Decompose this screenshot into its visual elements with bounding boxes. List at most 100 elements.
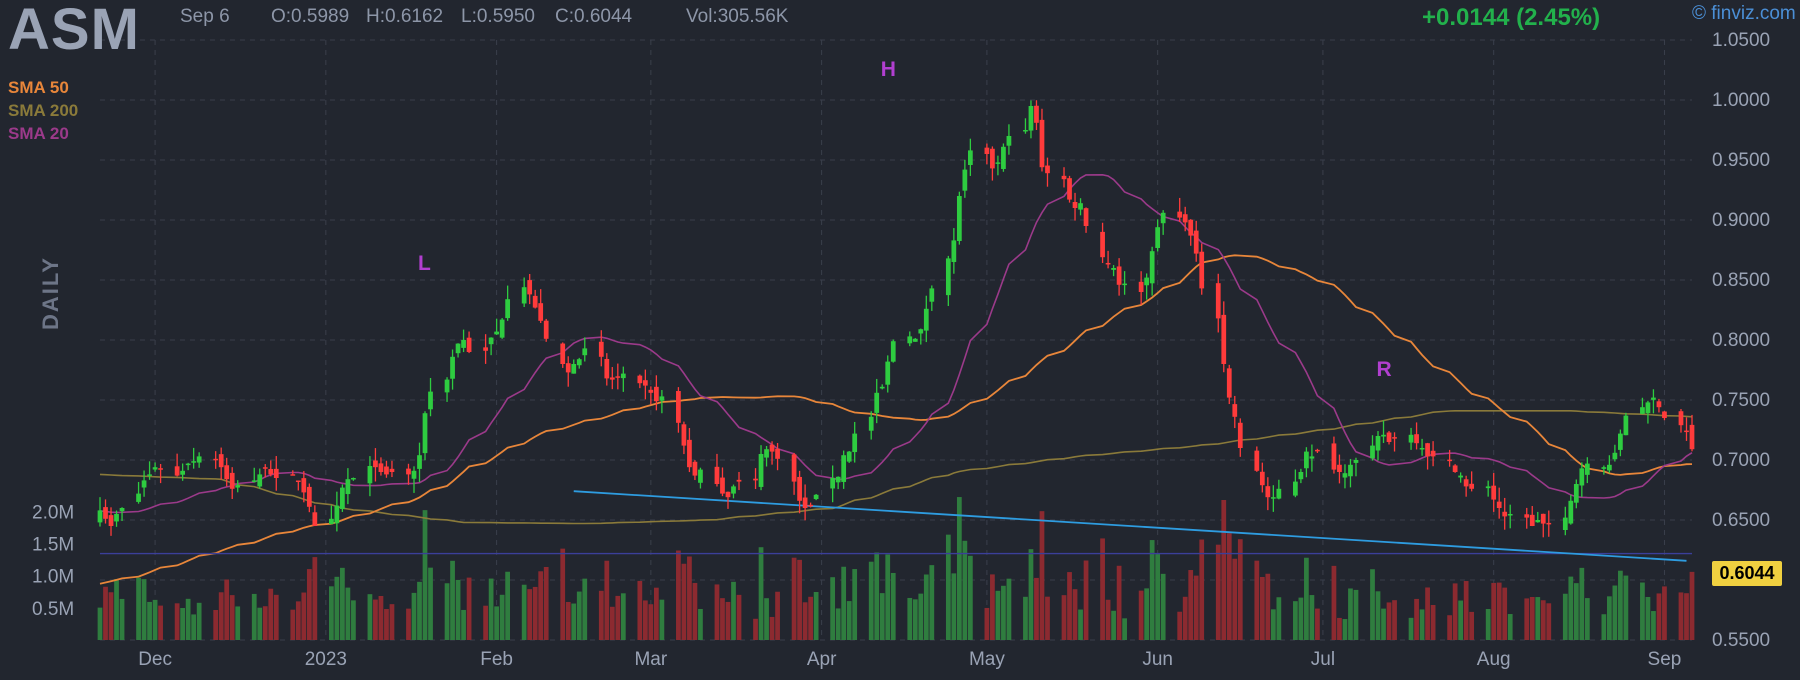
- candle-body: [609, 377, 615, 380]
- volume-bar: [1116, 565, 1122, 640]
- volume-bar: [1584, 598, 1590, 640]
- volume-bar: [648, 604, 654, 640]
- date-tick-label: May: [969, 649, 1005, 670]
- candle-body: [141, 480, 147, 488]
- volume-bar: [642, 600, 648, 640]
- candle-body: [185, 463, 191, 466]
- legend-sma200: SMA 200: [8, 101, 79, 120]
- volume-bar: [1469, 611, 1475, 640]
- candle-body: [1573, 484, 1579, 503]
- candle-body: [1105, 262, 1111, 265]
- candle-body: [224, 465, 230, 480]
- candle-body: [1331, 443, 1337, 470]
- volume-bar: [147, 601, 152, 640]
- date-tick-label: Mar: [634, 649, 667, 670]
- candle-body: [1237, 422, 1243, 448]
- candle-body: [345, 479, 351, 495]
- volume-bar: [268, 588, 274, 640]
- volume-bar: [1612, 585, 1618, 640]
- date-tick-label: Dec: [138, 649, 172, 670]
- volume-bar: [698, 608, 703, 640]
- date-tick-label: Sep: [1648, 649, 1682, 670]
- candle-body: [229, 472, 235, 489]
- volume-bar: [1524, 598, 1530, 640]
- price-tick-label: 0.8500: [1712, 270, 1770, 291]
- candle-body: [1562, 517, 1568, 531]
- candle-body: [1507, 514, 1513, 516]
- date-tick-label: Jul: [1311, 649, 1335, 670]
- candle-body: [1342, 473, 1348, 478]
- volume-bar: [340, 567, 345, 640]
- candle-body: [1045, 165, 1050, 174]
- candle-body: [1006, 136, 1012, 146]
- volume-bar: [1568, 576, 1574, 640]
- trendline: [573, 490, 1687, 562]
- volume-bar: [1237, 539, 1243, 640]
- volume-bar: [841, 566, 847, 640]
- volume-bar: [334, 576, 340, 640]
- volume-bar: [1199, 539, 1205, 640]
- volume-bar: [560, 548, 566, 640]
- volume-bar: [995, 590, 1001, 640]
- candle-body: [1155, 227, 1161, 248]
- volume-bar: [1309, 595, 1315, 640]
- candle-body: [306, 486, 312, 507]
- volume-bar: [499, 594, 505, 640]
- candle-body: [1193, 230, 1199, 254]
- volume-bar: [929, 565, 935, 640]
- volume-bar: [676, 550, 681, 640]
- candle-body: [1215, 283, 1221, 319]
- candle-body: [1149, 251, 1155, 284]
- candle-body: [1606, 464, 1612, 471]
- candle-body: [681, 424, 687, 446]
- candle-body: [1684, 430, 1689, 433]
- volume-bar: [923, 574, 929, 640]
- volume-bar: [879, 593, 885, 640]
- volume-bar: [367, 594, 373, 640]
- candle-body: [1612, 452, 1618, 460]
- volume-bar: [290, 609, 296, 640]
- volume-tick-label: 2.0M: [32, 502, 74, 523]
- finviz-credit[interactable]: © finviz.com: [1692, 3, 1796, 24]
- candle-body: [1083, 208, 1089, 226]
- candle-body: [1618, 433, 1623, 450]
- volume-bar: [1656, 593, 1662, 640]
- volume-bar: [1579, 567, 1585, 640]
- volume-bar: [1337, 617, 1342, 640]
- date-tick-label: Apr: [807, 649, 837, 670]
- volume-bar: [505, 571, 511, 640]
- volume-bar: [1651, 611, 1656, 640]
- candle-body: [918, 329, 924, 334]
- volume-bar: [532, 586, 538, 640]
- volume-bar: [1618, 570, 1623, 640]
- candle-body: [340, 487, 345, 509]
- volume-bar: [1100, 538, 1105, 640]
- candle-body: [312, 512, 318, 526]
- candle-body: [1640, 407, 1645, 414]
- candle-body: [1540, 513, 1546, 524]
- candle-body: [97, 510, 103, 523]
- volume-bar: [1540, 600, 1546, 640]
- sma200-path: [99, 410, 1693, 525]
- candle-body: [1348, 464, 1353, 477]
- price-tick-label: 0.6500: [1712, 510, 1770, 531]
- volume-bar: [1001, 585, 1006, 640]
- price-tick-label: 0.7500: [1712, 390, 1770, 411]
- candle-body: [301, 478, 307, 493]
- volume-bar: [1496, 582, 1502, 640]
- volume-bar: [681, 563, 687, 640]
- candle-body: [466, 337, 472, 352]
- candle-body: [1298, 472, 1304, 480]
- candle-body: [257, 474, 263, 487]
- volume-bar: [1562, 593, 1568, 640]
- candle-body: [1375, 436, 1381, 451]
- volume-bar: [725, 601, 731, 640]
- volume-bar: [180, 608, 186, 640]
- candle-body: [769, 444, 775, 452]
- candle-body: [852, 433, 858, 453]
- volume-bar: [1408, 617, 1414, 640]
- volume-bar: [1045, 596, 1050, 640]
- volume-bar: [1419, 609, 1425, 640]
- volume-bar: [1276, 597, 1282, 640]
